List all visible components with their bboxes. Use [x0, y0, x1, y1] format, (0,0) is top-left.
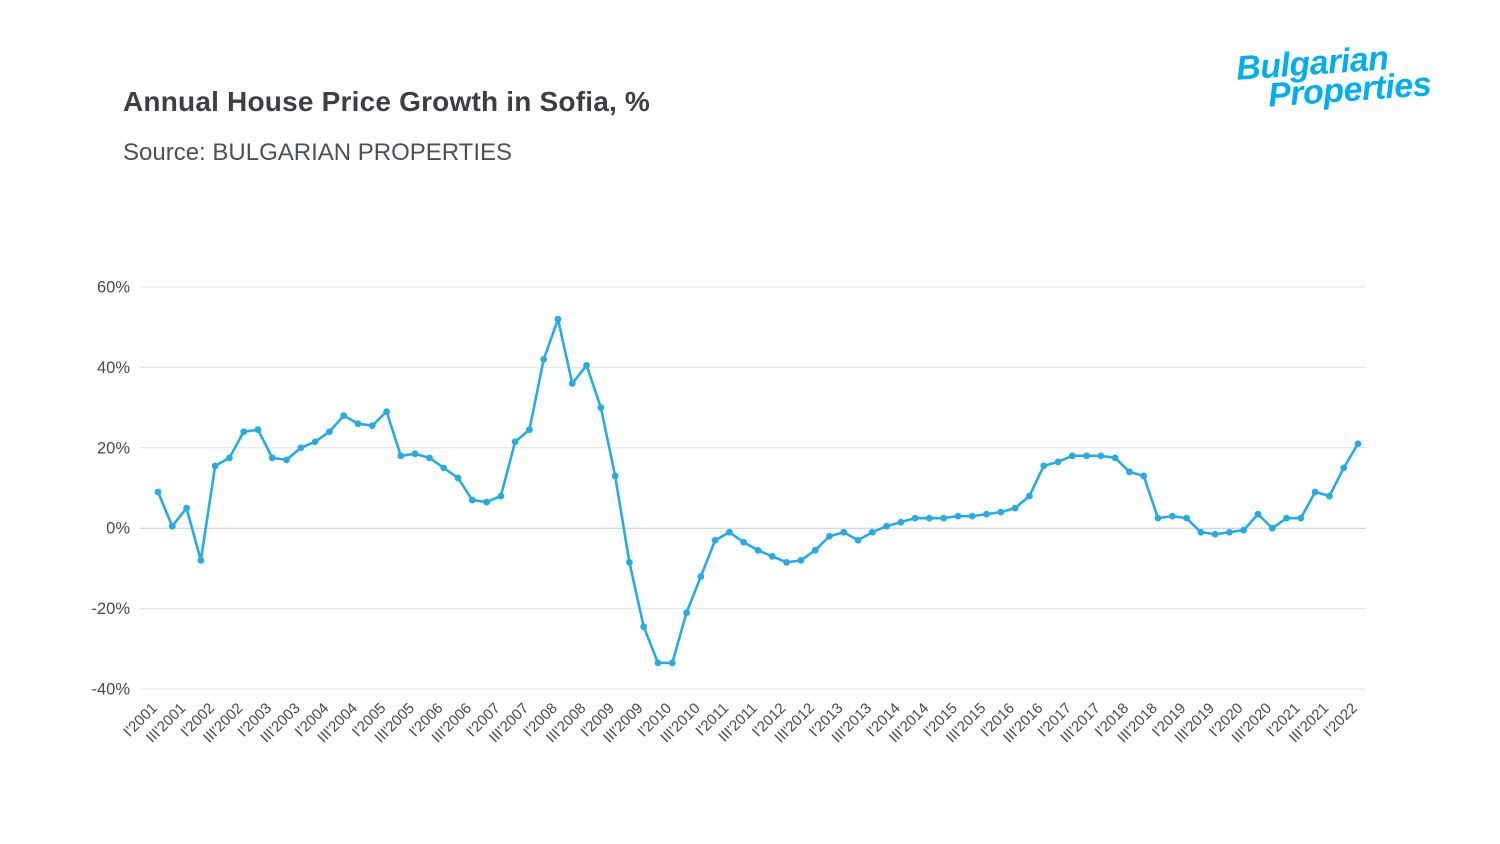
data-point-marker	[626, 558, 633, 566]
data-point-marker	[340, 412, 348, 420]
data-point-marker	[897, 518, 905, 526]
data-point-marker	[1240, 526, 1248, 534]
y-axis-tick-label: 60%	[97, 279, 130, 297]
data-point-marker	[597, 404, 605, 411]
data-point-marker	[1011, 504, 1019, 512]
data-point-marker	[783, 558, 790, 566]
data-point-marker	[154, 488, 162, 496]
data-point-marker	[511, 438, 519, 446]
data-point-marker	[383, 408, 390, 416]
data-point-marker	[840, 528, 848, 536]
data-point-marker	[1183, 514, 1190, 522]
data-point-marker	[1283, 514, 1290, 522]
data-point-marker	[1311, 488, 1319, 496]
data-point-marker	[497, 492, 505, 500]
y-axis-tick-label: -40%	[91, 681, 130, 699]
data-point-marker	[1040, 462, 1048, 470]
data-point-marker	[397, 452, 405, 460]
data-point-marker	[226, 454, 233, 462]
data-point-marker	[368, 422, 376, 430]
data-point-marker	[611, 472, 619, 480]
data-point-marker	[1111, 454, 1119, 462]
data-point-marker	[1297, 514, 1305, 522]
data-point-marker	[483, 498, 490, 506]
data-point-marker	[297, 444, 305, 452]
data-point-marker	[1054, 458, 1062, 466]
data-point-marker	[954, 512, 962, 520]
data-point-marker	[1154, 514, 1162, 522]
data-point-marker	[968, 512, 976, 520]
data-point-marker	[883, 522, 890, 530]
data-point-marker	[911, 514, 919, 522]
data-point-marker	[526, 426, 533, 434]
data-point-marker	[1197, 528, 1205, 536]
data-point-marker	[283, 456, 290, 464]
y-axis-tick-label: 40%	[97, 359, 130, 377]
data-point-marker	[940, 514, 948, 522]
data-point-marker	[768, 552, 776, 560]
data-point-marker	[726, 528, 733, 536]
data-point-marker	[168, 522, 176, 530]
y-axis-tick-label: -20%	[91, 600, 130, 618]
data-point-marker	[326, 428, 333, 436]
data-point-marker	[997, 508, 1005, 516]
data-point-marker	[697, 573, 705, 580]
data-point-marker	[197, 556, 205, 564]
data-point-marker	[411, 450, 419, 458]
data-point-marker	[868, 528, 876, 536]
data-point-marker	[640, 623, 648, 631]
data-point-marker	[311, 438, 319, 446]
data-point-marker	[1340, 464, 1348, 472]
data-point-marker	[1168, 512, 1176, 520]
data-point-marker	[654, 659, 662, 667]
data-point-marker	[454, 474, 462, 482]
data-point-marker	[683, 609, 690, 617]
data-point-marker	[1211, 530, 1219, 538]
data-point-marker	[254, 426, 262, 434]
data-point-marker	[183, 504, 190, 512]
data-point-marker	[1097, 452, 1105, 460]
data-point-marker	[826, 532, 833, 540]
data-point-marker	[354, 420, 362, 428]
data-point-marker	[1140, 472, 1148, 480]
y-axis-tick-label: 20%	[97, 439, 130, 457]
data-point-marker	[1083, 452, 1090, 460]
page-title: Annual House Price Growth in Sofia, %	[123, 86, 651, 117]
data-point-marker	[668, 659, 676, 667]
data-point-marker	[797, 556, 805, 564]
data-point-marker	[711, 536, 719, 544]
data-point-marker	[1026, 492, 1033, 500]
data-point-marker	[1268, 524, 1276, 532]
data-point-marker	[740, 538, 748, 546]
data-point-marker	[583, 361, 590, 369]
y-axis-tick-label: 0%	[106, 520, 130, 538]
data-point-marker	[1126, 468, 1133, 476]
data-point-marker	[1254, 510, 1262, 518]
data-point-marker	[568, 380, 576, 387]
data-point-marker	[240, 428, 248, 436]
data-point-marker	[854, 536, 862, 544]
data-point-marker	[926, 514, 933, 522]
data-point-marker	[754, 546, 762, 554]
data-point-marker	[811, 546, 819, 554]
data-point-marker	[440, 464, 448, 472]
price-growth-series-line	[156, 317, 1360, 665]
data-point-marker	[211, 462, 219, 470]
data-point-marker	[1226, 528, 1233, 536]
data-point-marker	[268, 454, 276, 462]
chart-source: Source: BULGARIAN PROPERTIES	[123, 139, 513, 166]
data-point-marker	[1068, 452, 1076, 460]
data-point-marker	[983, 510, 990, 518]
data-point-marker	[1354, 440, 1362, 448]
data-point-marker	[540, 355, 548, 363]
data-point-marker	[426, 454, 433, 462]
data-point-marker	[1326, 492, 1333, 500]
data-point-marker	[468, 496, 476, 504]
data-point-marker	[554, 315, 562, 323]
